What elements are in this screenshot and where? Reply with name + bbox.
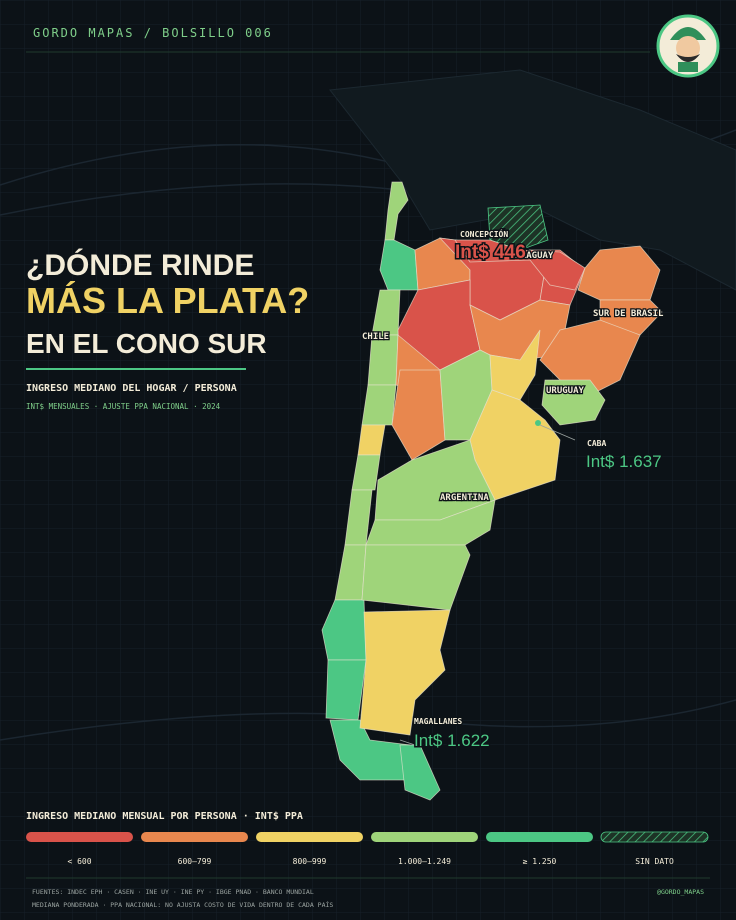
callout-value: Int$ 1.637 <box>586 452 662 471</box>
country-label: PARAGUAY <box>510 251 554 261</box>
legend-swatch <box>141 832 248 842</box>
callout-value: Int$ 1.622 <box>414 731 490 750</box>
callout-line <box>539 424 576 441</box>
legend-label: < 600 <box>67 857 91 866</box>
callout-place: CONCEPCIÓN <box>460 228 508 239</box>
brand: GORDO MAPAS / BOLSILLO 006 <box>33 26 273 40</box>
legend-swatch <box>26 832 133 842</box>
legend-label: 800–999 <box>293 857 327 866</box>
legend-title: INGRESO MEDIANO MENSUAL POR PERSONA · IN… <box>26 811 303 822</box>
callout-value: Int$ 446 <box>455 242 526 263</box>
method: MEDIANA PONDERADA · PPA NACIONAL: NO AJU… <box>32 900 333 909</box>
subtitle: INGRESO MEDIANO DEL HOGAR / PERSONA <box>26 383 237 394</box>
handle: @GORDO_MAPAS <box>657 888 704 896</box>
legend-label: 600–799 <box>178 857 212 866</box>
uruguay <box>541 379 606 426</box>
chile <box>321 181 419 781</box>
country-label: CHILE <box>362 332 389 342</box>
logo <box>656 14 720 78</box>
legend-swatch <box>256 832 363 842</box>
legend-swatch <box>600 831 709 843</box>
note: INT$ MENSUALES · AJUSTE PPA NACIONAL · 2… <box>26 402 221 411</box>
legend: < 600 600–799 800–999 1.000–1.249 ≥ 1.250 SIN… <box>26 831 709 866</box>
caba-dot <box>535 420 541 426</box>
map-labels: CHILE ARGENTINA PARAGUAY URUGUAY SUR DE … <box>361 250 666 505</box>
south-brazil <box>539 245 663 396</box>
legend-label: SIN DATO <box>635 857 674 866</box>
country-label: ARGENTINA <box>440 493 489 503</box>
country-label: URUGUAY <box>546 386 585 396</box>
legend-swatch <box>486 832 593 842</box>
callout-place: MAGALLANES <box>414 717 462 726</box>
neighbour-land <box>329 69 736 291</box>
sources: FUENTES: INDEC EPH · CASEN · INE UY · IN… <box>32 888 314 896</box>
callout-line <box>399 739 416 746</box>
callouts: CONCEPCIÓN Int$ 446 CABA Int$ 1.637 MAGA… <box>413 227 664 752</box>
paraguay <box>454 204 586 291</box>
title-line: MÁS LA PLATA? <box>26 280 309 321</box>
callout-place: CABA <box>587 439 606 448</box>
title-line: EN EL CONO SUR <box>26 328 267 359</box>
legend-label: 1.000–1.249 <box>398 857 451 866</box>
country-label: SUR DE BRASIL <box>593 309 664 319</box>
legend-swatch <box>371 832 478 842</box>
legend-label: ≥ 1.250 <box>523 857 557 866</box>
title-line: ¿DÓNDE RINDE <box>26 248 254 282</box>
argentina <box>359 237 586 801</box>
